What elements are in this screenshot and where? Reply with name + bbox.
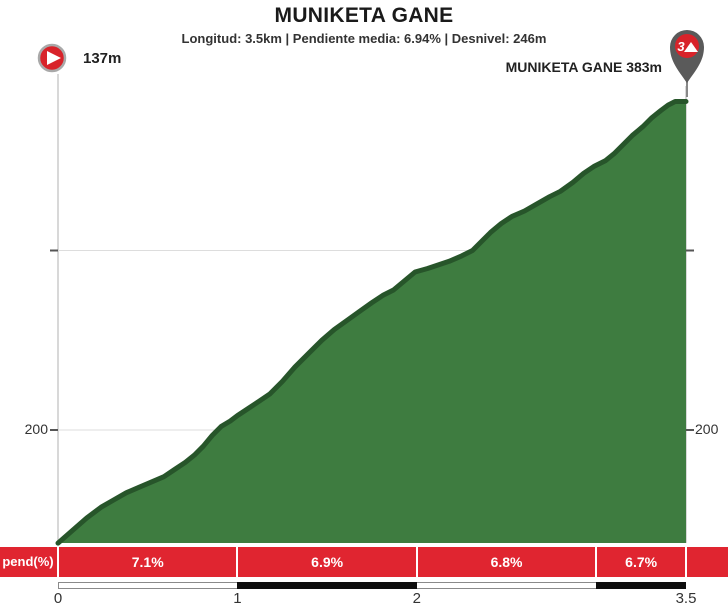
play-icon	[47, 51, 61, 65]
gradient-segment-0: 7.1%	[131, 554, 164, 570]
y-axis-label-left: 200	[24, 421, 48, 437]
gradient-bar-title: pend(%)	[2, 554, 54, 569]
distance-scale-bar	[58, 582, 686, 589]
summit-label: MUNIKETA GANE 383m	[505, 59, 662, 75]
gradient-segment-1: 6.9%	[311, 554, 344, 570]
mountain-icon	[684, 42, 698, 52]
gradient-bar-divider	[415, 547, 418, 577]
scale-bar-black-segment	[237, 582, 417, 589]
summit-category-number: 3	[677, 39, 685, 54]
page-subtitle: Longitud: 3.5km | Pendiente media: 6.94%…	[181, 31, 547, 46]
scale-bar-black-segment	[596, 582, 686, 589]
profile-outline	[55, 99, 689, 546]
x-tick-label-0: 0	[53, 590, 63, 607]
x-tick-label-1: 1	[233, 590, 242, 607]
gradient-percent-bar: pend(%) 7.1% 6.9% 6.8% 6.7%	[0, 547, 728, 577]
gradient-bar-divider	[685, 547, 687, 577]
x-tick-label-2: 2	[412, 590, 422, 607]
page-title: MUNIKETA GANE	[274, 4, 454, 27]
gradient-bar-divider	[595, 547, 598, 577]
gradient-segment-2: 6.8%	[490, 554, 523, 570]
start-elevation-label: 137m	[83, 50, 122, 67]
profile-area	[58, 101, 686, 544]
gradient-bar-divider	[57, 547, 59, 577]
y-axis-label-right: 200	[695, 421, 719, 437]
gradient-segment-3: 6.7%	[625, 554, 658, 570]
gradient-bar-divider	[236, 547, 239, 577]
x-tick-label-3.5: 3.5	[675, 590, 697, 607]
